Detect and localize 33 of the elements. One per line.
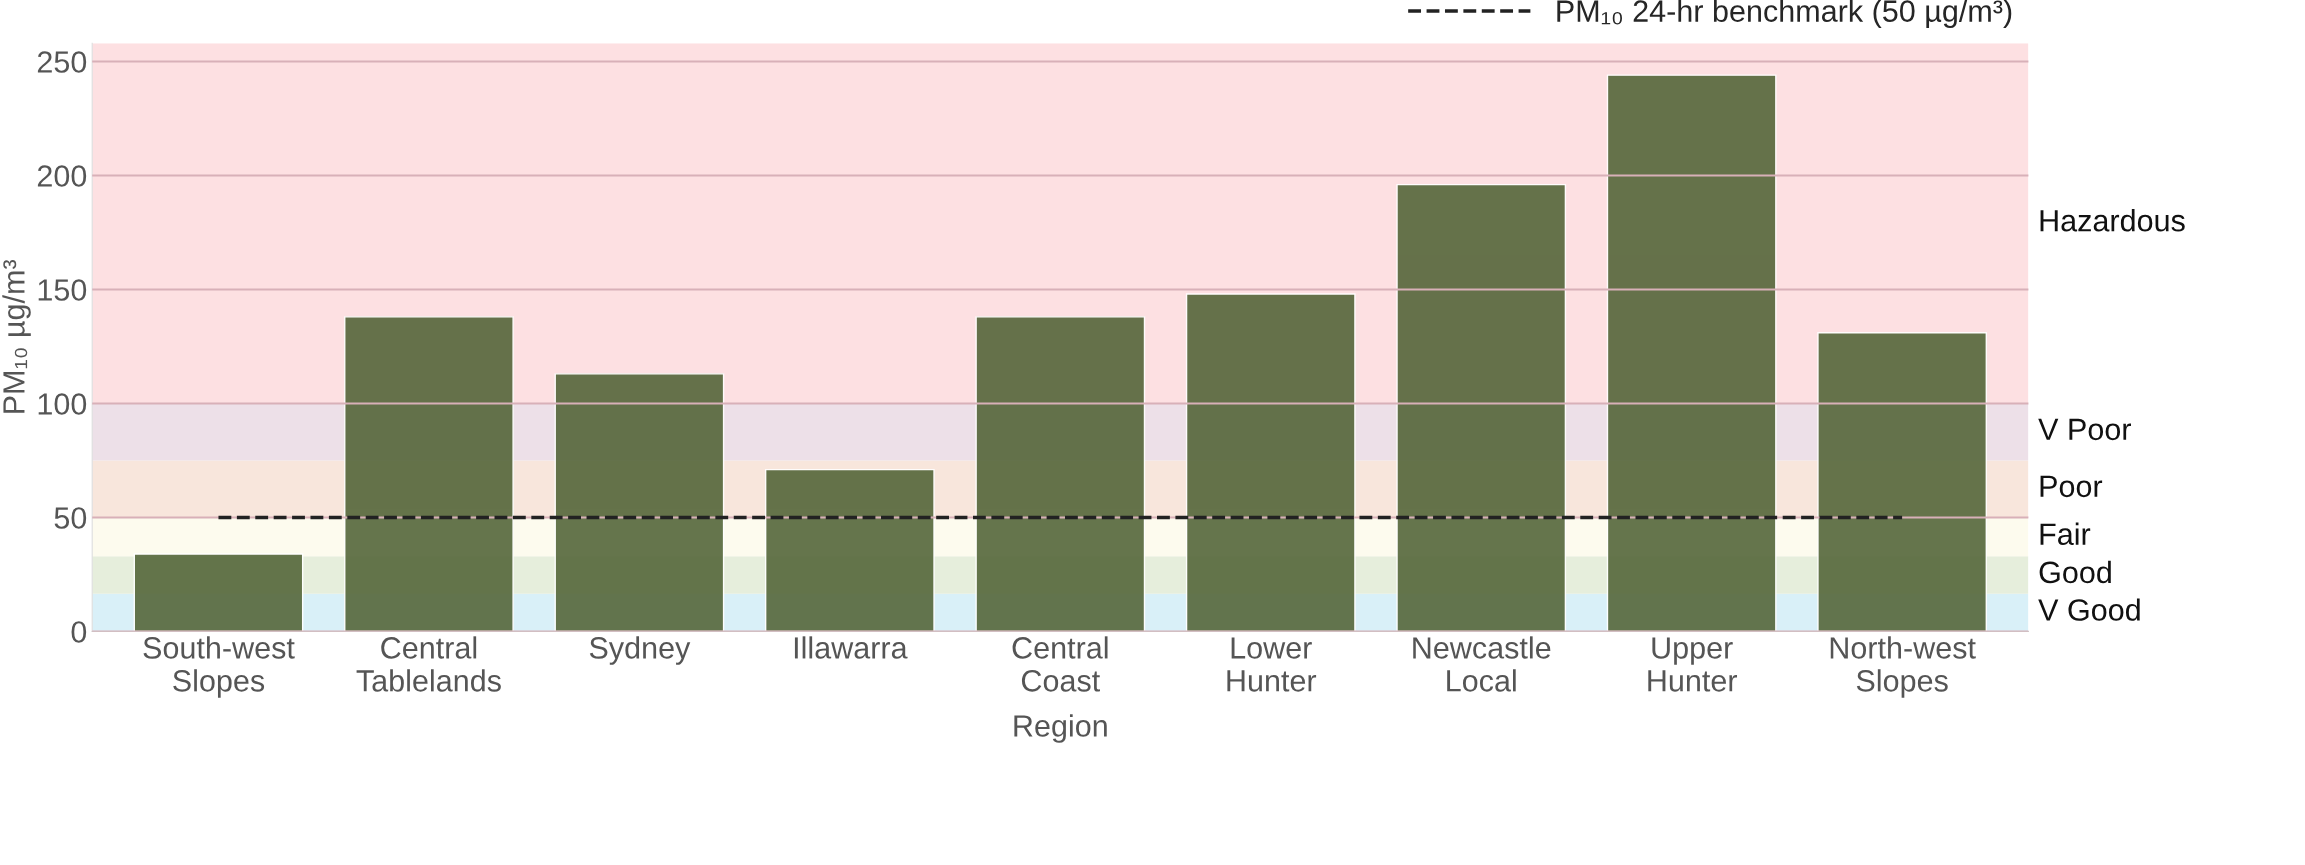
x-tick-label: Central Coast xyxy=(1012,636,1108,692)
y-axis-title: PM₁₀ µg/m³ xyxy=(2,259,31,413)
x-tick-label: Illawarra xyxy=(794,636,908,659)
x-tick-label: Central Tablelands xyxy=(356,636,501,692)
bar xyxy=(133,553,304,632)
x-tick-label: Upper Hunter xyxy=(1648,637,1738,692)
bar xyxy=(1185,293,1356,632)
y-tick-label: 200 xyxy=(37,165,87,187)
legend-label: PM₁₀ 24-hr benchmark (50 µg/m³) xyxy=(1557,0,2012,28)
x-tick-label: South-west Slopes xyxy=(143,636,295,698)
bar xyxy=(1606,74,1777,632)
y-tick-label: 100 xyxy=(38,393,87,415)
x-tick-label: North-west Slopes xyxy=(1830,636,1976,698)
bar xyxy=(344,316,514,632)
bar xyxy=(975,316,1146,632)
band-label: V Good xyxy=(2038,598,2140,621)
bar xyxy=(764,468,935,632)
x-tick-label: Sydney xyxy=(589,636,691,665)
x-axis-title: Region xyxy=(1014,714,1107,743)
band-label: V Poor xyxy=(2038,418,2131,441)
y-tick-label: 250 xyxy=(37,51,87,73)
x-tick-label: Newcastle Local xyxy=(1413,636,1551,692)
y-tick-label: 0 xyxy=(71,621,87,643)
bar xyxy=(1817,332,1988,632)
x-tick-label: Lower Hunter xyxy=(1227,637,1317,692)
y-tick-label: 150 xyxy=(38,279,87,301)
y-tick-label: 50 xyxy=(54,507,87,529)
bar xyxy=(1396,183,1567,632)
band-label: Fair xyxy=(2040,522,2091,546)
band-label: Hazardous xyxy=(2040,209,2185,232)
band-label: Poor xyxy=(2040,475,2103,498)
bar xyxy=(554,373,725,632)
band-label: Good xyxy=(2039,560,2111,584)
